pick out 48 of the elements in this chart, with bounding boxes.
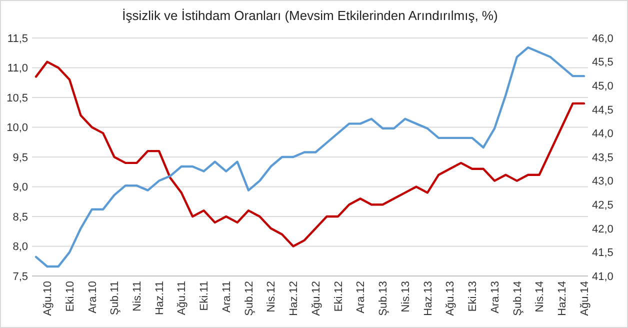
line-series <box>34 46 586 268</box>
chart-title: İşsizlik ve İstihdam Oranları (Mevsim Etkilerinden Arındırılmış, %) <box>122 8 498 23</box>
y-tick-label: 9,5 <box>12 152 28 164</box>
y-tick-label: 7,5 <box>12 270 28 283</box>
x-tick-label: Ağu.12 <box>310 281 322 316</box>
x-tick-label: Eki.13 <box>467 281 480 312</box>
y-tick-label: 10,0 <box>6 122 28 134</box>
x-tick-label: Şub.11 <box>109 281 122 316</box>
y-tick-label: 8,0 <box>12 241 28 254</box>
y2-tick-label: 44,0 <box>592 128 614 140</box>
y-tick-label: 11,5 <box>7 32 28 45</box>
x-tick-label: Ağu.11 <box>176 281 188 316</box>
y-tick-label: 8,5 <box>12 211 28 224</box>
y-tick-label: 10,5 <box>6 92 28 104</box>
y-tick-label: 9,0 <box>12 182 28 194</box>
x-tick-label: Eki.11 <box>198 281 211 311</box>
line-series <box>34 60 586 248</box>
x-tick-label: Haz.11 <box>154 281 166 316</box>
y2-tick-label: 45,0 <box>592 80 614 92</box>
x-tick-label: Şub.14 <box>512 281 524 316</box>
x-tick-label: Haz.14 <box>556 281 568 316</box>
x-tick-label: Ara.13 <box>489 281 502 314</box>
y2-tick-label: 42,0 <box>592 223 614 236</box>
y2-tick-label: 43,0 <box>592 176 614 188</box>
y2-tick-label: 45,5 <box>592 56 614 69</box>
x-tick-label: Haz.12 <box>288 281 300 316</box>
x-tick-label: Ara.10 <box>86 281 99 314</box>
y2-tick-label: 42,5 <box>592 199 614 212</box>
y2-tick-label: 41,5 <box>592 247 614 260</box>
x-tick-label: Ara.12 <box>355 281 368 314</box>
x-tick-label: Ağu.14 <box>578 281 591 316</box>
y2-tick-label: 43,5 <box>592 152 614 164</box>
y2-tick-label: 44,5 <box>592 104 614 116</box>
x-tick-label: Eki.10 <box>64 281 76 312</box>
y2-tick-label: 46,0 <box>592 32 614 45</box>
x-tick-label: Ağu.13 <box>444 281 457 316</box>
x-tick-label: Nis.12 <box>266 281 278 312</box>
x-tick-label: Nis.11 <box>132 281 144 312</box>
x-tick-label: Ara.11 <box>220 281 233 313</box>
y2-tick-label: 41,0 <box>592 270 614 283</box>
x-tick-label: Nis.14 <box>534 281 546 312</box>
x-tick-label: Haz.13 <box>422 281 434 316</box>
x-tick-label: Şub.13 <box>378 281 390 316</box>
y-tick-label: 11,0 <box>7 62 28 75</box>
x-tick-label: Nis.13 <box>400 281 412 312</box>
x-tick-label: Şub.12 <box>243 281 256 316</box>
x-tick-label: Ağu.10 <box>42 281 54 316</box>
x-tick-label: Eki.12 <box>332 281 345 312</box>
